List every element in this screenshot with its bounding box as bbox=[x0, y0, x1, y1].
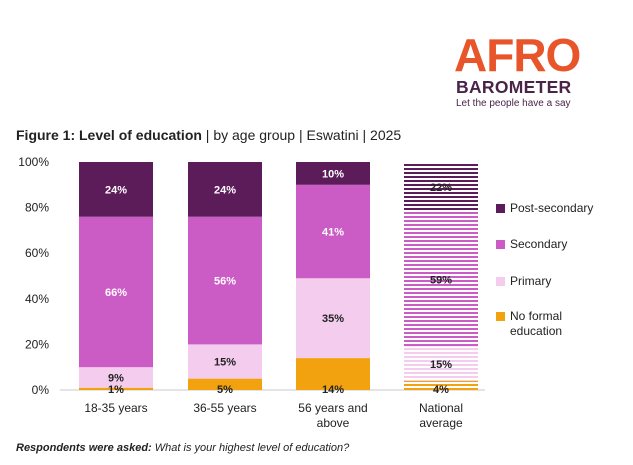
legend-label: Post-secondary bbox=[510, 201, 593, 215]
legend-label: education bbox=[510, 324, 562, 338]
bar-data-label: 15% bbox=[430, 359, 452, 371]
logo-tagline: Let the people have a say bbox=[456, 98, 571, 109]
bar-labels-group: 1%9% 66% 24% 5% 15% 56% 24% 14% 35% 41% 10% 4% 15% 59… bbox=[105, 168, 452, 396]
stacked-bar-chart: 0% 20% 40% 60% 80% 100% 1%9% 66% 24% 5% 15% 56% 24%… bbox=[18, 155, 593, 430]
y-tick-label: 0% bbox=[32, 383, 50, 397]
x-tick-label: National bbox=[419, 401, 463, 415]
bar-segment-hatch bbox=[404, 380, 478, 390]
legend-label: Primary bbox=[510, 274, 551, 288]
bar-segment bbox=[296, 358, 370, 390]
y-tick-label: 20% bbox=[25, 337, 49, 351]
afrobarometer-logo: AFRO BAROMETER Let the people have a say bbox=[454, 32, 614, 112]
x-tick-label: 56 years and bbox=[298, 401, 367, 415]
bar-data-label: 24% bbox=[214, 184, 236, 196]
bar-segment bbox=[296, 184, 370, 279]
y-tick-label: 60% bbox=[25, 246, 49, 260]
bar-segment bbox=[188, 216, 262, 345]
x-tick-label: 18-35 years bbox=[84, 401, 147, 415]
figure-title: Figure 1: Level of education | by age gr… bbox=[16, 126, 401, 144]
legend-label: Secondary bbox=[510, 237, 567, 251]
bar-data-label: 4% bbox=[433, 384, 449, 396]
x-tick-label: above bbox=[317, 416, 350, 430]
legend-swatch bbox=[496, 312, 505, 321]
bar-segment bbox=[188, 344, 262, 379]
x-tick-label: 36-55 years bbox=[193, 401, 256, 415]
legend-swatch bbox=[496, 277, 505, 286]
y-tick-label: 100% bbox=[18, 155, 49, 169]
bar-data-label: 59% bbox=[430, 274, 452, 286]
figure-title-main: Figure 1: Level of education bbox=[16, 127, 202, 143]
footnote-question-label: Respondents were asked: bbox=[16, 442, 152, 454]
bar-data-label: 66% bbox=[105, 287, 127, 299]
bar-data-label: 14% bbox=[322, 384, 344, 396]
bar-data-label: 5% bbox=[217, 384, 233, 396]
y-tick-label: 80% bbox=[25, 201, 49, 215]
bar-data-label: 10% bbox=[322, 168, 344, 180]
x-tick-label: average bbox=[419, 416, 463, 430]
footnote: Respondents were asked: What is your hig… bbox=[16, 441, 349, 455]
y-tick-label: 40% bbox=[25, 292, 49, 306]
bar-data-label: 56% bbox=[214, 276, 236, 288]
y-axis-ticks: 0% 20% 40% 60% 80% 100% bbox=[18, 155, 49, 397]
figure-title-subtitle: | by age group | Eswatini | 2025 bbox=[201, 127, 402, 143]
logo-word-barometer: BAROMETER bbox=[456, 77, 572, 97]
bar-data-label: 35% bbox=[322, 313, 344, 325]
bar-data-label: 1% bbox=[108, 384, 124, 396]
legend-swatch bbox=[496, 240, 505, 249]
bar-segment bbox=[79, 216, 153, 368]
legend-swatch bbox=[496, 204, 505, 213]
bar-segment bbox=[296, 162, 370, 185]
bar-data-label: 9% bbox=[108, 372, 124, 384]
bar-segment-hatch bbox=[404, 346, 478, 381]
bar-segment-hatch bbox=[404, 162, 478, 213]
bars-group bbox=[79, 162, 478, 390]
bar-data-label: 15% bbox=[214, 357, 236, 369]
bar-segment bbox=[296, 278, 370, 359]
footnote-question-text: What is your highest level of education? bbox=[151, 442, 350, 454]
legend: Post-secondary Secondary Primary No formale… bbox=[496, 201, 593, 338]
bar-data-label: 41% bbox=[322, 227, 344, 239]
bar-segment bbox=[79, 387, 153, 390]
logo-word-afro: AFRO bbox=[454, 29, 581, 81]
legend-label: No formal bbox=[510, 309, 562, 323]
bar-segment-hatch bbox=[404, 212, 478, 347]
bar-data-label: 22% bbox=[430, 182, 452, 194]
bar-segment bbox=[79, 367, 153, 388]
bar-segment bbox=[188, 162, 262, 217]
bar-segment bbox=[79, 162, 153, 217]
bar-segment bbox=[188, 378, 262, 390]
bar-data-label: 24% bbox=[105, 184, 127, 196]
